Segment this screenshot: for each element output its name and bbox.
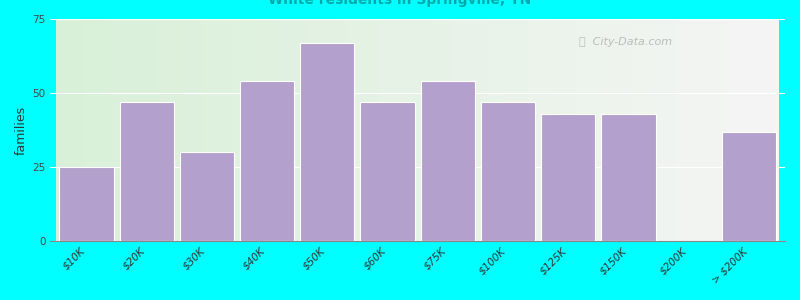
Bar xyxy=(119,102,174,241)
Bar xyxy=(602,114,655,241)
Bar xyxy=(541,114,595,241)
Bar xyxy=(361,102,414,241)
Bar xyxy=(481,102,535,241)
Bar xyxy=(180,152,234,241)
Text: White residents in Springville, TN: White residents in Springville, TN xyxy=(268,0,532,7)
Bar xyxy=(421,81,475,241)
Bar xyxy=(240,81,294,241)
Bar xyxy=(722,131,776,241)
Y-axis label: families: families xyxy=(15,106,28,154)
Bar xyxy=(59,167,114,241)
Text: ⓘ  City-Data.com: ⓘ City-Data.com xyxy=(579,37,673,47)
Bar xyxy=(300,43,354,241)
